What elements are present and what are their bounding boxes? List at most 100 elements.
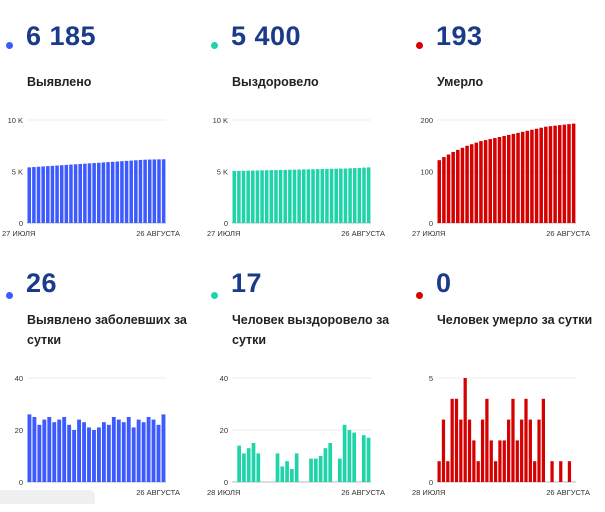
x-tick-label: 27 ИЮЛЯ xyxy=(207,229,240,238)
bar xyxy=(544,126,548,223)
bar xyxy=(73,164,78,223)
bar xyxy=(255,170,260,223)
bar xyxy=(156,424,161,482)
bar xyxy=(131,427,136,482)
bar xyxy=(342,424,347,482)
bar xyxy=(469,144,474,223)
x-tick-label: 26 АВГУСТА xyxy=(136,488,180,497)
bar xyxy=(446,154,451,223)
bar xyxy=(37,424,42,482)
y-tick-label: 5 K xyxy=(12,168,23,177)
bar xyxy=(456,149,460,223)
bar xyxy=(541,398,545,482)
y-tick-label: 20 xyxy=(15,426,23,435)
bar xyxy=(533,461,537,482)
bar xyxy=(334,168,338,223)
bar xyxy=(557,125,562,223)
bar xyxy=(116,419,121,482)
bar xyxy=(488,139,492,223)
bar xyxy=(288,169,292,223)
bar xyxy=(72,430,77,482)
bar xyxy=(361,435,366,482)
bar xyxy=(78,163,82,223)
bar-chart: 0 5 K 10 K 27 ИЮЛЯ 26 АВГУСТА xyxy=(2,116,180,238)
bar xyxy=(92,430,96,482)
bar xyxy=(507,134,511,223)
bar xyxy=(311,169,315,223)
bar xyxy=(348,168,352,223)
bar xyxy=(357,167,362,223)
bar xyxy=(161,159,166,223)
bar xyxy=(318,456,323,482)
stat-card: 6 185 Выявлено 0 5 K 10 K 27 ИЮЛЯ 26 АВГУСТА xyxy=(0,12,190,262)
bar xyxy=(459,419,463,482)
bar xyxy=(485,398,489,482)
bar xyxy=(302,169,306,223)
bar xyxy=(489,440,493,482)
bar xyxy=(50,165,55,223)
bar xyxy=(525,130,530,223)
bar xyxy=(246,170,250,223)
bar xyxy=(309,458,313,482)
stat-value: 26 xyxy=(26,268,58,298)
bar xyxy=(474,142,479,223)
bar-chart: 0 5 K 10 K 27 ИЮЛЯ 26 АВГУСТА xyxy=(207,116,385,238)
bar xyxy=(77,419,82,482)
bar xyxy=(59,165,64,223)
bar xyxy=(242,453,246,482)
bar xyxy=(559,461,563,482)
bar xyxy=(47,417,52,482)
bar xyxy=(141,422,146,482)
legend-dot xyxy=(211,292,218,299)
stat-card: 0 Человек умерло за сутки 0 5 28 ИЮЛЯ 26 АВГУ… xyxy=(410,262,600,512)
bar xyxy=(138,159,143,223)
bar xyxy=(101,422,106,482)
bar xyxy=(134,160,138,223)
bar xyxy=(126,417,131,482)
bar xyxy=(483,140,488,223)
bar xyxy=(493,138,497,223)
x-tick-label: 26 АВГУСТА xyxy=(341,229,385,238)
x-tick-label: 26 АВГУСТА xyxy=(136,229,180,238)
bar xyxy=(450,398,454,482)
bar xyxy=(571,123,576,223)
bar xyxy=(567,124,571,223)
bar xyxy=(480,419,485,482)
bar xyxy=(274,170,278,223)
legend-dot xyxy=(416,42,423,49)
bar xyxy=(256,453,261,482)
legend-dot xyxy=(211,42,218,49)
bar xyxy=(57,419,62,482)
bar xyxy=(530,129,534,223)
x-tick-label: 28 ИЮЛЯ xyxy=(412,488,445,497)
bar xyxy=(534,128,539,223)
scrollbar-corner[interactable] xyxy=(0,490,95,504)
y-tick-label: 0 xyxy=(429,219,433,228)
bar xyxy=(260,170,264,223)
bar xyxy=(515,440,519,482)
bar xyxy=(32,167,36,223)
bar xyxy=(437,461,441,482)
y-tick-label: 5 xyxy=(429,374,433,383)
bar xyxy=(151,419,156,482)
bar xyxy=(339,168,343,223)
bar xyxy=(446,461,450,482)
bar xyxy=(237,445,241,482)
bar xyxy=(366,167,371,223)
y-tick-label: 0 xyxy=(224,219,228,228)
bar xyxy=(472,440,476,482)
stat-label: Выявлено xyxy=(27,75,92,89)
bar xyxy=(463,378,467,482)
bar xyxy=(323,448,328,482)
x-tick-label: 26 АВГУСТА xyxy=(546,229,590,238)
bar xyxy=(437,160,442,223)
stat-label: Выявлено заболевших за сутки xyxy=(27,313,187,347)
bar xyxy=(366,437,371,482)
bar xyxy=(278,169,283,223)
bar xyxy=(83,163,87,223)
bar xyxy=(143,159,147,223)
bar xyxy=(325,168,329,223)
